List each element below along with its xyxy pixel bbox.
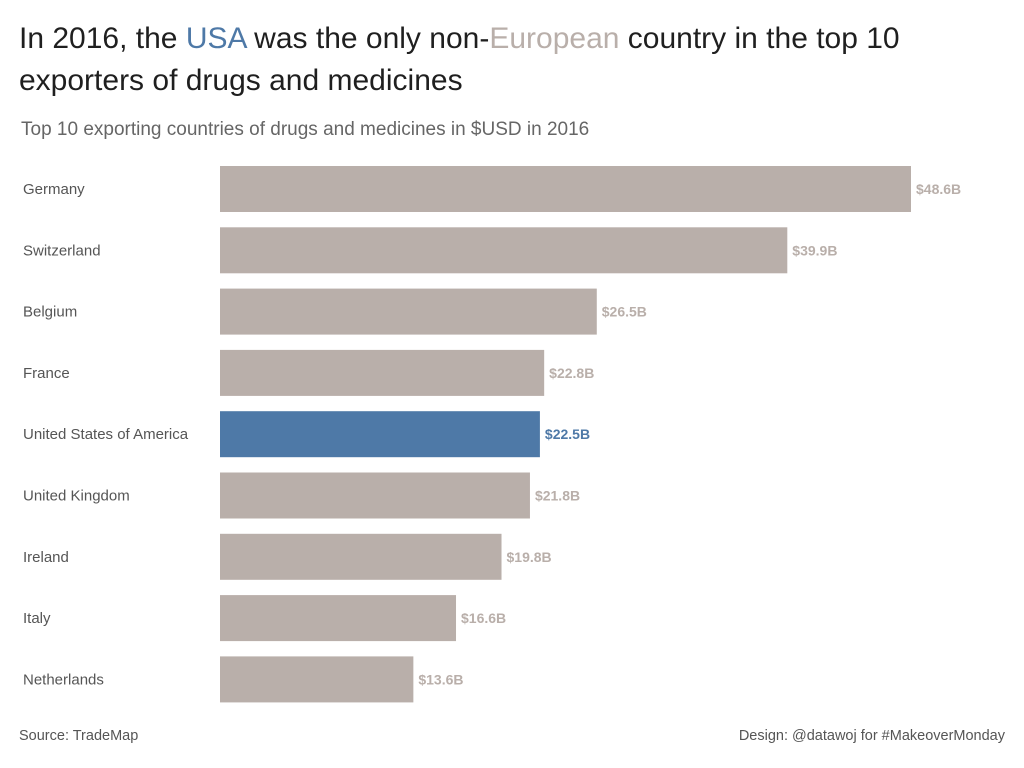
value-label-belgium: $26.5B xyxy=(602,304,647,320)
category-label-switzerland: Switzerland xyxy=(23,242,101,259)
value-label-italy: $16.6B xyxy=(461,610,506,626)
category-label-france: France xyxy=(23,365,70,382)
chart-title: In 2016, the USA was the only non-Europe… xyxy=(19,18,1009,102)
value-label-united-kingdom: $21.8B xyxy=(535,488,580,504)
category-label-germany: Germany xyxy=(23,181,85,198)
category-label-united-kingdom: United Kingdom xyxy=(23,488,130,505)
bar-belgium xyxy=(220,288,597,335)
title-usa: USA xyxy=(185,22,246,55)
bar-italy xyxy=(220,595,457,642)
category-label-united-states-of-america: United States of America xyxy=(23,426,189,443)
bar-netherlands xyxy=(220,656,414,703)
bar-chart: Germany $48.6B Switzerland $39.9B Belgium $26… xyxy=(23,166,961,703)
bar-france xyxy=(220,349,545,396)
category-label-belgium: Belgium xyxy=(23,304,77,321)
bar-united-states-of-america xyxy=(220,411,540,458)
bar-germany xyxy=(220,166,911,212)
bar-ireland xyxy=(220,533,502,580)
value-label-switzerland: $39.9B xyxy=(792,242,837,258)
category-label-ireland: Ireland xyxy=(23,549,69,566)
chart-subtitle: Top 10 exporting countries of drugs and … xyxy=(21,119,590,140)
value-label-germany: $48.6B xyxy=(916,181,961,197)
title-part-1: In 2016, the xyxy=(19,22,186,55)
bar-united-kingdom xyxy=(220,472,530,519)
title-european: European xyxy=(489,22,620,55)
category-label-italy: Italy xyxy=(23,610,51,627)
value-label-united-states-of-america: $22.5B xyxy=(545,426,590,442)
category-label-netherlands: Netherlands xyxy=(23,671,104,688)
design-credit: Design: @datawoj for #MakeoverMonday xyxy=(738,728,1005,744)
title-part-3: country in the top 10 exporters of drugs… xyxy=(19,22,900,97)
bar-switzerland xyxy=(220,227,788,274)
value-label-netherlands: $13.6B xyxy=(418,671,463,687)
value-label-ireland: $19.8B xyxy=(507,549,552,565)
source-note: Source: TradeMap xyxy=(19,728,139,744)
value-label-france: $22.8B xyxy=(549,365,594,381)
title-part-2: was the only non- xyxy=(245,22,490,55)
